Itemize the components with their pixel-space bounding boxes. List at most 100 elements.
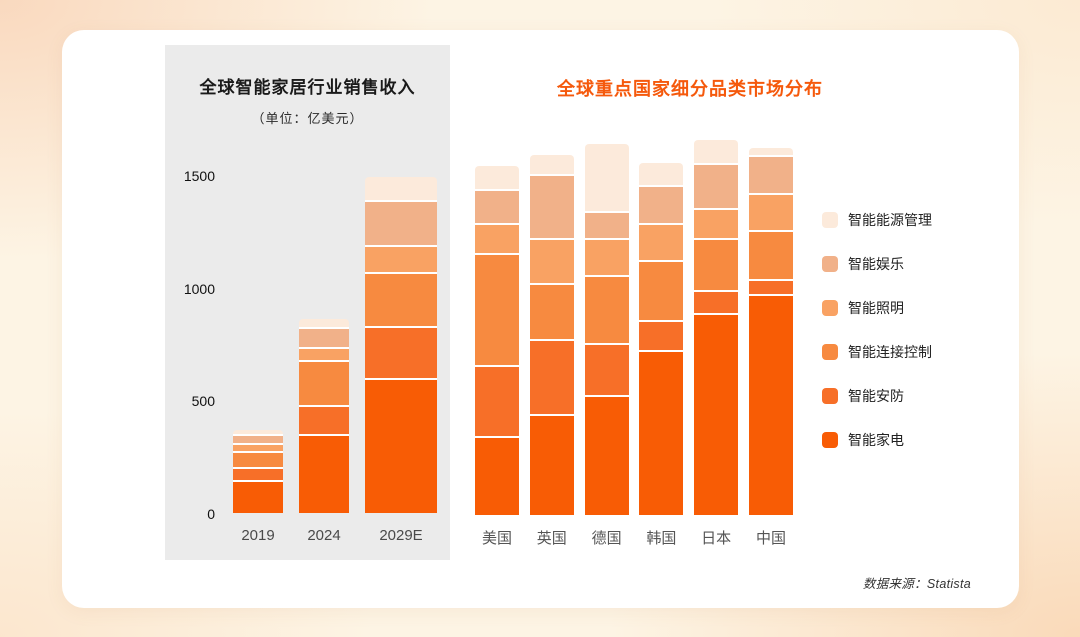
left-chart-bars (233, 168, 437, 513)
right-chart-x-labels: 美国 英国 德国 韩国 日本 中国 (475, 527, 793, 548)
left-chart-y-axis: 0 500 1000 1500 (171, 167, 215, 522)
stacked-bar-英国 (529, 155, 574, 515)
segment-智能家电 (584, 395, 629, 515)
legend: 智能能源管理 智能娱乐智能照明智能连接控制 智能安防智能家电 (822, 210, 932, 450)
legend-label: 智能家电 (848, 432, 904, 448)
legend-label: 智能能源管理 (848, 212, 932, 228)
x-label-2019: 2019 (241, 527, 275, 544)
segment-智能照明 (639, 222, 684, 260)
segment-智能能源管理 (475, 166, 519, 189)
legend-item-智能安防: 智能安防 (822, 386, 932, 406)
segment-智能家电 (694, 312, 739, 515)
infographic-card: 全球智能家居行业销售收入 （单位：亿美元） 0 500 1000 1500 2019 2… (62, 30, 1019, 608)
segment-智能照明 (529, 237, 574, 283)
segment-智能娱乐 (299, 327, 349, 348)
segment-智能安防 (475, 365, 519, 437)
x-label-中国: 中国 (755, 530, 786, 547)
legend-swatch (822, 212, 838, 228)
legend-item-智能照明: 智能照明 (822, 298, 932, 318)
segment-智能安防 (529, 338, 574, 414)
legend-swatch (822, 256, 838, 272)
segment-智能能源管理 (748, 147, 793, 155)
segment-智能娱乐 (529, 173, 574, 238)
segment-智能安防 (639, 320, 684, 350)
segment-智能照明 (748, 192, 793, 230)
legend-swatch (822, 344, 838, 360)
segment-智能能源管理 (233, 429, 283, 435)
segment-智能安防 (365, 325, 437, 378)
segment-智能照明 (365, 244, 437, 272)
left-chart-plot: 0 500 1000 1500 (165, 167, 450, 522)
x-label-2029E: 2029E (379, 527, 423, 544)
segment-智能家电 (639, 350, 684, 515)
segment-智能连接控制 (529, 282, 574, 339)
segment-智能连接控制 (584, 275, 629, 343)
legend-swatch (822, 388, 838, 404)
y-tick-1000: 1000 (183, 280, 215, 297)
segment-智能连接控制 (748, 230, 793, 279)
legend-item-智能能源管理: 智能能源管理 (822, 210, 932, 230)
stacked-bar-2024 (299, 319, 349, 513)
legend-item-智能连接控制: 智能连接控制 (822, 342, 932, 362)
legend-label: 智能安防 (848, 388, 904, 404)
segment-智能娱乐 (365, 199, 437, 245)
legend-swatch (822, 300, 838, 316)
x-label-日本: 日本 (701, 530, 732, 547)
segment-智能照明 (584, 237, 629, 275)
segment-智能家电 (748, 293, 793, 515)
segment-智能能源管理 (639, 162, 684, 185)
segment-智能娱乐 (475, 188, 519, 223)
left-chart-title: 全球智能家居行业销售收入 (199, 78, 416, 97)
segment-智能连接控制 (694, 237, 739, 290)
stacked-bar-德国 (584, 143, 629, 515)
x-label-英国: 英国 (536, 530, 567, 547)
segment-智能能源管理 (529, 155, 574, 174)
legend-item-智能娱乐: 智能娱乐 (822, 254, 932, 274)
x-label-美国: 美国 (481, 530, 512, 547)
right-chart-plot (475, 140, 793, 515)
segment-智能连接控制 (365, 271, 437, 326)
segment-智能娱乐 (694, 162, 739, 208)
segment-智能家电 (529, 413, 574, 515)
segment-智能连接控制 (475, 252, 519, 365)
legend-label: 智能照明 (848, 300, 904, 316)
segment-智能照明 (299, 347, 349, 360)
y-tick-500: 500 (191, 393, 215, 410)
segment-智能照明 (694, 207, 739, 238)
legend-swatch (822, 432, 838, 448)
segment-智能能源管理 (299, 319, 349, 328)
stacked-bar-2029E (365, 177, 437, 513)
legend-label: 智能连接控制 (848, 344, 932, 360)
segment-智能连接控制 (299, 359, 349, 405)
left-chart-x-labels: 2019 2024 2029E (233, 527, 437, 544)
stacked-bar-2019 (233, 429, 283, 513)
segment-智能安防 (694, 290, 739, 313)
segment-智能安防 (748, 278, 793, 294)
segment-智能连接控制 (639, 260, 684, 320)
segment-智能照明 (233, 443, 283, 452)
stacked-bar-日本 (694, 140, 739, 515)
segment-智能娱乐 (233, 434, 283, 444)
segment-智能娱乐 (584, 211, 629, 238)
segment-智能家电 (299, 434, 349, 513)
segment-智能能源管理 (365, 177, 437, 200)
legend-label: 智能娱乐 (848, 256, 904, 272)
segment-智能安防 (233, 466, 283, 481)
segment-智能家电 (233, 480, 283, 513)
segment-智能娱乐 (639, 185, 684, 223)
segment-智能安防 (299, 404, 349, 435)
segment-智能家电 (475, 436, 519, 515)
left-chart-subtitle: （单位：亿美元） (251, 111, 364, 126)
segment-智能连接控制 (233, 451, 283, 467)
x-label-韩国: 韩国 (646, 530, 677, 547)
segment-智能照明 (475, 222, 519, 253)
y-tick-1500: 1500 (183, 167, 215, 184)
left-chart-panel: 全球智能家居行业销售收入 （单位：亿美元） 0 500 1000 1500 2019 2… (165, 45, 450, 560)
segment-智能能源管理 (694, 140, 739, 163)
right-chart-title: 全球重点国家细分品类市场分布 (557, 79, 823, 99)
source-note: 数据来源：Statista (862, 577, 971, 591)
stacked-bar-韩国 (639, 162, 684, 515)
x-label-德国: 德国 (591, 530, 622, 547)
stacked-bar-美国 (475, 166, 519, 515)
